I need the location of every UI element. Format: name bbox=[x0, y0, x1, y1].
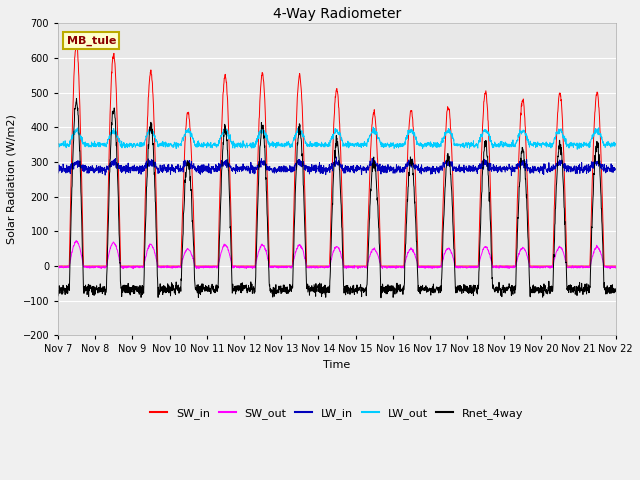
SW_in bbox=[210, 263, 218, 269]
X-axis label: Time: Time bbox=[323, 360, 351, 370]
LW_out bbox=[353, 141, 361, 147]
LW_out bbox=[369, 124, 377, 130]
SW_out bbox=[612, 264, 620, 270]
Line: SW_in: SW_in bbox=[58, 44, 616, 266]
Rnet_4way bbox=[500, 287, 508, 292]
Rnet_4way bbox=[612, 286, 620, 291]
SW_out bbox=[606, 266, 614, 272]
SW_in bbox=[612, 263, 620, 269]
LW_out bbox=[210, 141, 218, 146]
LW_out bbox=[563, 144, 570, 150]
SW_out bbox=[579, 264, 586, 270]
LW_out bbox=[365, 135, 373, 141]
Rnet_4way bbox=[365, 217, 373, 223]
Line: LW_out: LW_out bbox=[58, 127, 616, 149]
LW_out bbox=[612, 142, 620, 148]
SW_in bbox=[353, 263, 361, 269]
SW_out bbox=[563, 262, 570, 267]
LW_in bbox=[353, 168, 361, 173]
SW_in bbox=[563, 251, 570, 256]
SW_out bbox=[353, 264, 361, 270]
SW_in bbox=[499, 263, 507, 269]
Rnet_4way bbox=[579, 288, 586, 294]
Line: SW_out: SW_out bbox=[58, 240, 616, 269]
SW_in bbox=[579, 263, 586, 269]
LW_in bbox=[499, 165, 507, 171]
LW_in bbox=[332, 154, 340, 160]
Rnet_4way bbox=[377, 295, 385, 300]
SW_out bbox=[499, 264, 507, 270]
LW_out bbox=[54, 141, 62, 147]
Text: MB_tule: MB_tule bbox=[67, 36, 116, 46]
Title: 4-Way Radiometer: 4-Way Radiometer bbox=[273, 7, 401, 21]
LW_out bbox=[579, 142, 586, 147]
LW_in bbox=[579, 167, 586, 173]
SW_out bbox=[210, 263, 218, 269]
SW_out bbox=[365, 254, 373, 260]
Line: LW_in: LW_in bbox=[58, 157, 616, 176]
Y-axis label: Solar Radiation (W/m2): Solar Radiation (W/m2) bbox=[7, 115, 17, 244]
LW_in bbox=[508, 173, 515, 179]
SW_in bbox=[54, 263, 62, 269]
LW_in bbox=[210, 166, 218, 171]
Rnet_4way bbox=[353, 290, 361, 296]
Rnet_4way bbox=[54, 293, 62, 299]
LW_out bbox=[573, 146, 581, 152]
LW_in bbox=[365, 162, 373, 168]
Rnet_4way bbox=[563, 287, 571, 292]
Legend: SW_in, SW_out, LW_in, LW_out, Rnet_4way: SW_in, SW_out, LW_in, LW_out, Rnet_4way bbox=[146, 403, 528, 423]
Rnet_4way bbox=[73, 96, 81, 101]
LW_in bbox=[54, 170, 62, 176]
SW_out bbox=[72, 238, 80, 243]
LW_out bbox=[499, 144, 507, 150]
SW_out bbox=[54, 264, 62, 270]
LW_in bbox=[612, 166, 620, 172]
Line: Rnet_4way: Rnet_4way bbox=[58, 98, 616, 298]
SW_in bbox=[73, 41, 81, 47]
SW_in bbox=[365, 181, 373, 187]
Rnet_4way bbox=[210, 288, 218, 293]
LW_in bbox=[563, 165, 571, 171]
